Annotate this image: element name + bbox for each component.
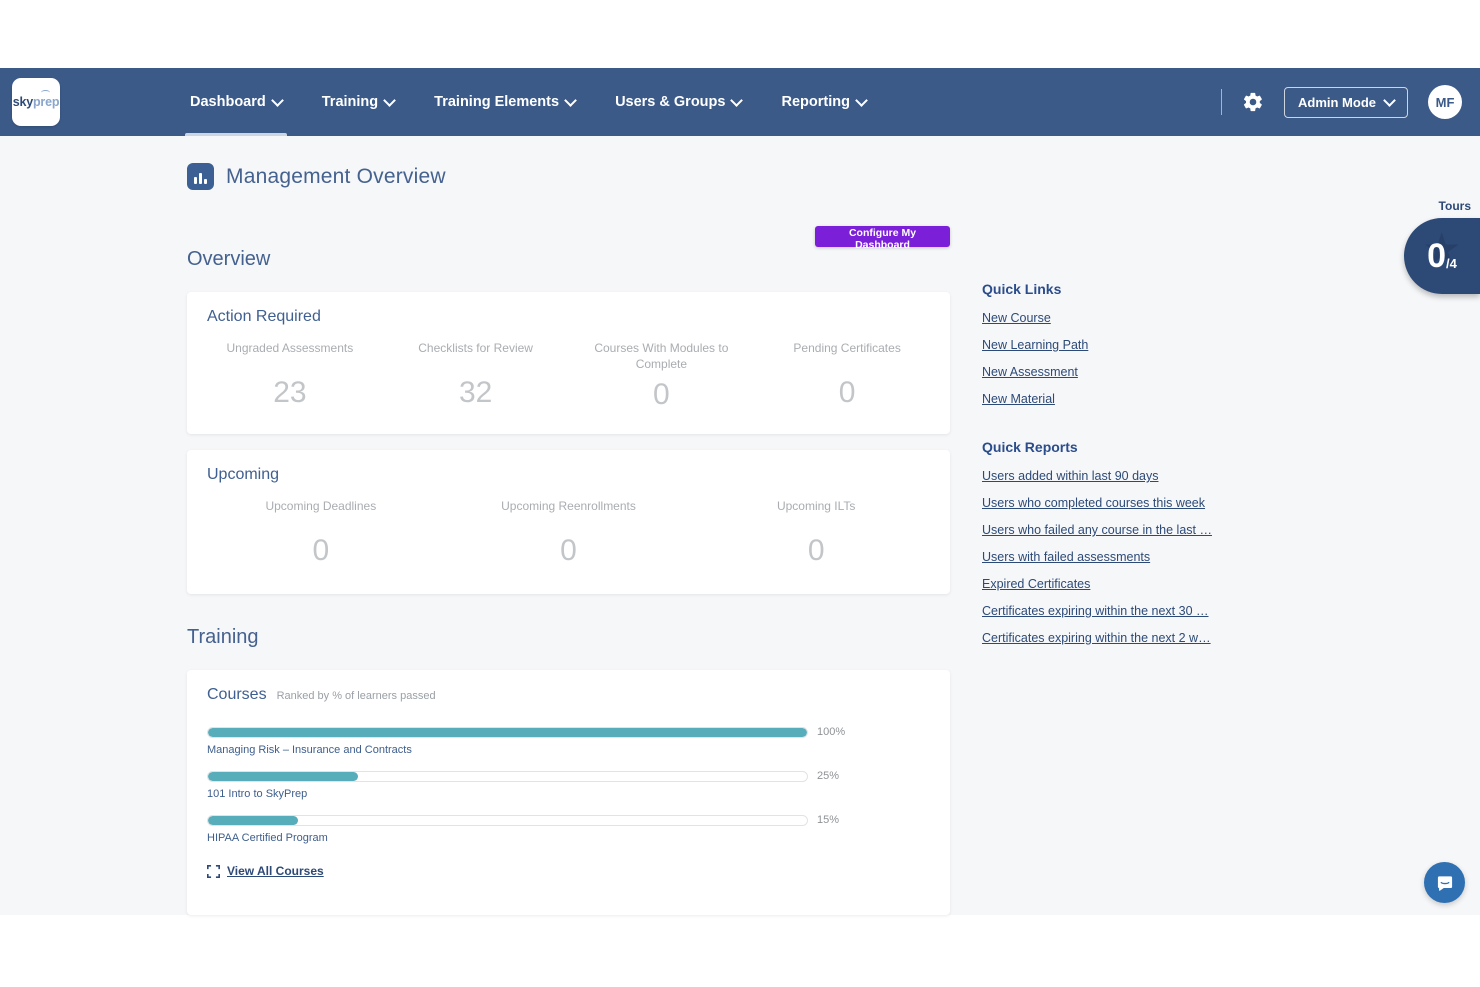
progress-bar-fill — [208, 728, 807, 737]
quick-link-new-material[interactable]: New Material — [982, 392, 1217, 406]
quick-links-heading: Quick Links — [982, 281, 1217, 297]
quick-reports-heading: Quick Reports — [982, 439, 1217, 455]
upcoming-stats: Upcoming Deadlines 0 Upcoming Reenrollme… — [187, 484, 950, 568]
stat-pending-certificates: Pending Certificates 0 — [754, 340, 940, 412]
stat-upcoming-reenrollments: Upcoming Reenrollments 0 — [445, 498, 693, 568]
nav-item-reporting[interactable]: Reporting — [781, 68, 865, 136]
progress-percent: 100% — [817, 726, 845, 738]
action-required-title: Action Required — [187, 292, 950, 326]
courses-card-header: Courses Ranked by % of learners passed — [187, 670, 950, 704]
admin-mode-dropdown[interactable]: Admin Mode — [1284, 87, 1408, 118]
stat-courses-modules-complete: Courses With Modules to Complete 0 — [569, 340, 755, 412]
course-bar-row: 25% 101 Intro to SkyPrep — [207, 770, 847, 800]
upcoming-card: Upcoming Upcoming Deadlines 0 Upcoming R… — [187, 450, 950, 594]
quick-report-users-completed-week[interactable]: Users who completed courses this week — [982, 496, 1217, 510]
tours-total: /4 — [1446, 256, 1457, 271]
chat-bubble-icon — [1435, 873, 1455, 893]
course-name: HIPAA Certified Program — [207, 832, 847, 844]
chevron-down-icon — [1383, 94, 1396, 107]
nav-item-dashboard[interactable]: Dashboard — [190, 68, 282, 136]
gear-icon[interactable] — [1242, 91, 1264, 113]
main-content: Management Overview Tours ★ 0 /4 Configu… — [0, 136, 1480, 915]
course-name: Managing Risk – Insurance and Contracts — [207, 744, 847, 756]
page-title-row: Management Overview — [187, 163, 446, 190]
nav-item-training[interactable]: Training — [322, 68, 394, 136]
chevron-down-icon — [855, 94, 868, 107]
expand-icon — [207, 865, 220, 878]
skyprep-logo[interactable]: skyprep — [12, 78, 60, 126]
quick-link-new-course[interactable]: New Course — [982, 311, 1217, 325]
chevron-down-icon — [271, 94, 284, 107]
quick-link-new-learning-path[interactable]: New Learning Path — [982, 338, 1217, 352]
training-heading: Training — [187, 626, 259, 649]
course-bar-row: 100% Managing Risk – Insurance and Contr… — [207, 726, 847, 756]
courses-subtitle: Ranked by % of learners passed — [277, 690, 436, 702]
courses-title: Courses — [207, 686, 267, 704]
upcoming-title: Upcoming — [187, 450, 950, 484]
action-required-card: Action Required Ungraded Assessments 23 … — [187, 292, 950, 434]
quick-report-users-failed-course[interactable]: Users who failed any course in the last … — [982, 523, 1217, 537]
navbar-right-cluster: Admin Mode MF — [1221, 68, 1462, 136]
progress-percent: 25% — [817, 770, 839, 782]
configure-dashboard-button[interactable]: Configure My Dashboard — [815, 226, 950, 247]
quick-report-certs-expiring-30[interactable]: Certificates expiring within the next 30… — [982, 604, 1217, 618]
quick-report-users-added-90-days[interactable]: Users added within last 90 days — [982, 469, 1217, 483]
page-title: Management Overview — [226, 165, 446, 189]
nav-item-training-elements[interactable]: Training Elements — [434, 68, 575, 136]
stat-upcoming-ilts: Upcoming ILTs 0 — [692, 498, 940, 568]
right-sidebar: Quick Links New Course New Learning Path… — [982, 281, 1217, 658]
action-required-stats: Ungraded Assessments 23 Checklists for R… — [187, 326, 950, 412]
progress-bar-track — [207, 727, 808, 738]
main-nav: Dashboard Training Training Elements Use… — [190, 68, 866, 136]
chat-widget-button[interactable] — [1424, 862, 1465, 903]
chevron-down-icon — [731, 94, 744, 107]
stat-checklists-for-review: Checklists for Review 32 — [383, 340, 569, 412]
user-avatar[interactable]: MF — [1428, 85, 1462, 119]
stat-ungraded-assessments: Ungraded Assessments 23 — [197, 340, 383, 412]
chevron-down-icon — [383, 94, 396, 107]
progress-percent: 15% — [817, 814, 839, 826]
tours-label: Tours — [1439, 199, 1471, 213]
quick-report-certs-expiring-2w[interactable]: Certificates expiring within the next 2 … — [982, 631, 1217, 645]
quick-link-new-assessment[interactable]: New Assessment — [982, 365, 1217, 379]
chevron-down-icon — [564, 94, 577, 107]
bar-chart-icon — [187, 163, 214, 190]
quick-report-users-failed-assessments[interactable]: Users with failed assessments — [982, 550, 1217, 564]
tours-count: 0 — [1427, 237, 1446, 276]
progress-bar-fill — [208, 772, 358, 781]
progress-bar-fill — [208, 816, 298, 825]
nav-item-users-groups[interactable]: Users & Groups — [615, 68, 741, 136]
progress-bar-track — [207, 815, 808, 826]
view-all-courses-link[interactable]: View All Courses — [227, 864, 324, 878]
skyprep-logo-text: skyprep — [13, 95, 60, 109]
courses-card: Courses Ranked by % of learners passed 1… — [187, 670, 950, 915]
navbar-divider — [1221, 89, 1222, 115]
overview-heading: Overview — [187, 248, 270, 271]
stat-upcoming-deadlines: Upcoming Deadlines 0 — [197, 498, 445, 568]
top-navbar: skyprep Dashboard Training Training Elem… — [0, 68, 1480, 136]
quick-report-expired-certificates[interactable]: Expired Certificates — [982, 577, 1217, 591]
view-all-courses[interactable]: View All Courses — [207, 864, 950, 878]
course-bar-row: 15% HIPAA Certified Program — [207, 814, 847, 844]
course-name: 101 Intro to SkyPrep — [207, 788, 847, 800]
progress-bar-track — [207, 771, 808, 782]
tours-badge[interactable]: ★ 0 /4 — [1404, 218, 1480, 294]
